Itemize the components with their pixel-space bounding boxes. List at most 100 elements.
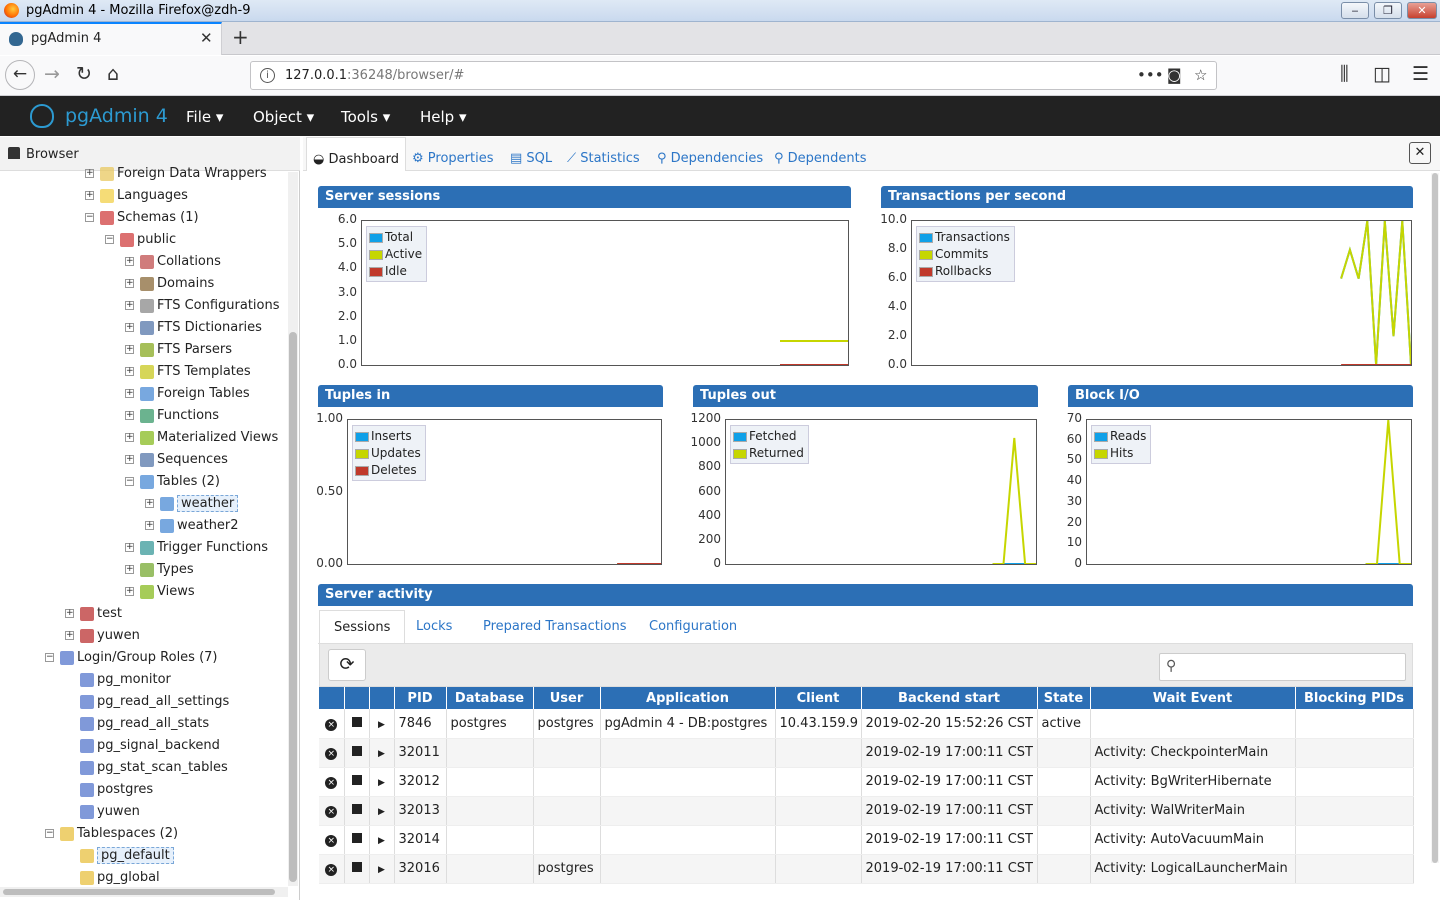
menu-object[interactable]: Object ▾ <box>253 108 315 126</box>
expand-icon[interactable]: + <box>125 366 134 376</box>
expand-icon[interactable]: + <box>145 520 154 530</box>
tree-node[interactable]: + Domains <box>125 273 214 295</box>
column-header[interactable]: State <box>1037 687 1091 709</box>
terminate-session-icon[interactable]: × <box>325 835 338 847</box>
terminate-session-icon[interactable]: × <box>325 864 338 876</box>
tab-configuration[interactable]: Configuration <box>649 619 738 634</box>
tree-node[interactable]: + FTS Templates <box>125 361 251 383</box>
column-header[interactable]: Backend start <box>861 687 1038 709</box>
expand-icon[interactable]: + <box>125 454 134 464</box>
table-row[interactable]: × ▶ 7846 postgres postgres pgAdmin 4 - DB:pos… <box>319 709 1414 739</box>
tree-node[interactable]: + weather2 <box>145 515 239 537</box>
maximize-button[interactable]: ❐ <box>1374 2 1402 19</box>
legend-entry[interactable]: Returned <box>733 445 804 462</box>
expand-icon[interactable]: + <box>125 542 134 552</box>
expand-icon[interactable]: + <box>85 168 94 178</box>
legend-entry[interactable]: Idle <box>369 263 422 280</box>
tree-node[interactable]: + FTS Dictionaries <box>125 317 262 339</box>
collapse-icon[interactable]: − <box>105 234 114 244</box>
terminate-session-icon[interactable]: × <box>325 806 338 818</box>
expand-icon[interactable]: + <box>65 630 74 640</box>
tree-node[interactable]: + Foreign Data Wrappers <box>85 163 267 185</box>
table-row[interactable]: × ▶ 32014 2019-02-19 17:00:11 CST Activity: … <box>319 825 1414 855</box>
tab-properties[interactable]: ⚙ Properties <box>412 151 494 166</box>
tree-node[interactable]: yuwen <box>65 801 140 823</box>
close-panel-button[interactable]: ✕ <box>1409 142 1431 164</box>
legend-entry[interactable]: Inserts <box>355 428 421 445</box>
tab-dependencies[interactable]: ⚲ Dependencies <box>657 151 764 166</box>
refresh-button[interactable]: ⟳ <box>328 649 366 681</box>
scrollbar-thumb[interactable] <box>289 332 297 882</box>
terminate-session-icon[interactable]: × <box>325 748 338 760</box>
tree-node[interactable]: + Languages <box>85 185 188 207</box>
tree-node[interactable]: − Tables (2) <box>125 471 220 493</box>
expand-icon[interactable]: + <box>85 190 94 200</box>
tree-node[interactable]: pg_monitor <box>65 669 171 691</box>
tree-node[interactable]: + Sequences <box>125 449 228 471</box>
cancel-query-icon[interactable] <box>351 746 362 756</box>
menu-file[interactable]: File ▾ <box>186 108 224 126</box>
column-header[interactable]: Database <box>446 687 534 709</box>
column-header[interactable]: Blocking PIDs <box>1295 687 1414 709</box>
browser-tab-pgadmin[interactable]: pgAdmin 4 ✕ <box>0 22 222 55</box>
menu-help[interactable]: Help ▾ <box>420 108 467 126</box>
cancel-query-icon[interactable] <box>351 862 362 872</box>
menu-tools[interactable]: Tools ▾ <box>341 108 391 126</box>
close-window-button[interactable]: ✕ <box>1407 2 1437 19</box>
tree-node[interactable]: + Trigger Functions <box>125 537 268 559</box>
scrollbar-thumb[interactable] <box>1432 173 1438 863</box>
expand-row-icon[interactable]: ▶ <box>378 865 385 875</box>
table-row[interactable]: × ▶ 32013 2019-02-19 17:00:11 CST Activity: … <box>319 796 1414 826</box>
legend-entry[interactable]: Total <box>369 229 422 246</box>
tree-node[interactable]: − public <box>105 229 176 251</box>
collapse-icon[interactable]: − <box>45 828 54 838</box>
url-bar[interactable]: i 127.0.0.1:36248/browser/# ••• ◙ ☆ <box>250 61 1217 90</box>
tree-node[interactable]: + weather <box>145 493 239 515</box>
expand-icon[interactable]: + <box>125 586 134 596</box>
tree-node[interactable]: pg_signal_backend <box>65 735 220 757</box>
expand-icon[interactable]: + <box>125 256 134 266</box>
table-row[interactable]: × ▶ 32011 2019-02-19 17:00:11 CST Activity: … <box>319 738 1414 768</box>
expand-icon[interactable]: + <box>125 344 134 354</box>
sidebar-icon[interactable]: ◫ <box>1373 63 1391 85</box>
legend-entry[interactable]: Updates <box>355 445 421 462</box>
minimize-button[interactable]: ‒ <box>1341 2 1369 19</box>
tree-node[interactable]: pg_global <box>65 867 160 889</box>
column-header[interactable]: Application <box>600 687 776 709</box>
tab-prepared-transactions[interactable]: Prepared Transactions <box>483 619 627 634</box>
expand-icon[interactable]: + <box>125 300 134 310</box>
legend-entry[interactable]: Active <box>369 246 422 263</box>
bookmark-star-icon[interactable]: ☆ <box>1194 66 1208 84</box>
expand-icon[interactable]: + <box>125 388 134 398</box>
page-actions-icon[interactable]: ••• <box>1137 66 1164 84</box>
tab-statistics[interactable]: ⟋ Statistics <box>567 151 640 166</box>
tree-node[interactable]: + Collations <box>125 251 221 273</box>
tab-dashboard[interactable]: ◒ Dashboard <box>306 137 407 171</box>
expand-icon[interactable]: + <box>125 322 134 332</box>
expand-row-icon[interactable]: ▶ <box>378 836 385 846</box>
tab-sql[interactable]: ▤ SQL <box>510 151 553 166</box>
expand-icon[interactable]: + <box>125 278 134 288</box>
tree-node[interactable]: + FTS Parsers <box>125 339 232 361</box>
cancel-query-icon[interactable] <box>351 833 362 843</box>
tree-vertical-scrollbar[interactable] <box>288 172 298 886</box>
collapse-icon[interactable]: − <box>125 476 134 486</box>
forward-button[interactable]: → <box>44 63 60 85</box>
hamburger-menu-icon[interactable]: ☰ <box>1412 63 1430 85</box>
library-icon[interactable]: ⫼ <box>1340 63 1349 85</box>
tree-node[interactable]: + Types <box>125 559 194 581</box>
tree-node[interactable]: − Schemas (1) <box>85 207 199 229</box>
tree-node[interactable]: − Login/Group Roles (7) <box>45 647 218 669</box>
new-tab-button[interactable]: + <box>232 25 249 49</box>
cancel-query-icon[interactable] <box>351 716 362 727</box>
tree-node[interactable]: + yuwen <box>65 625 140 647</box>
expand-icon[interactable]: + <box>125 432 134 442</box>
cancel-query-icon[interactable] <box>351 804 362 814</box>
home-button[interactable]: ⌂ <box>107 63 120 85</box>
column-header[interactable]: PID <box>394 687 447 709</box>
tree-horizontal-scrollbar[interactable] <box>0 887 288 897</box>
legend-entry[interactable]: Rollbacks <box>919 263 1010 280</box>
column-header[interactable]: Client <box>775 687 862 709</box>
tree-node[interactable]: pg_read_all_settings <box>65 691 229 713</box>
expand-icon[interactable]: + <box>145 498 154 508</box>
